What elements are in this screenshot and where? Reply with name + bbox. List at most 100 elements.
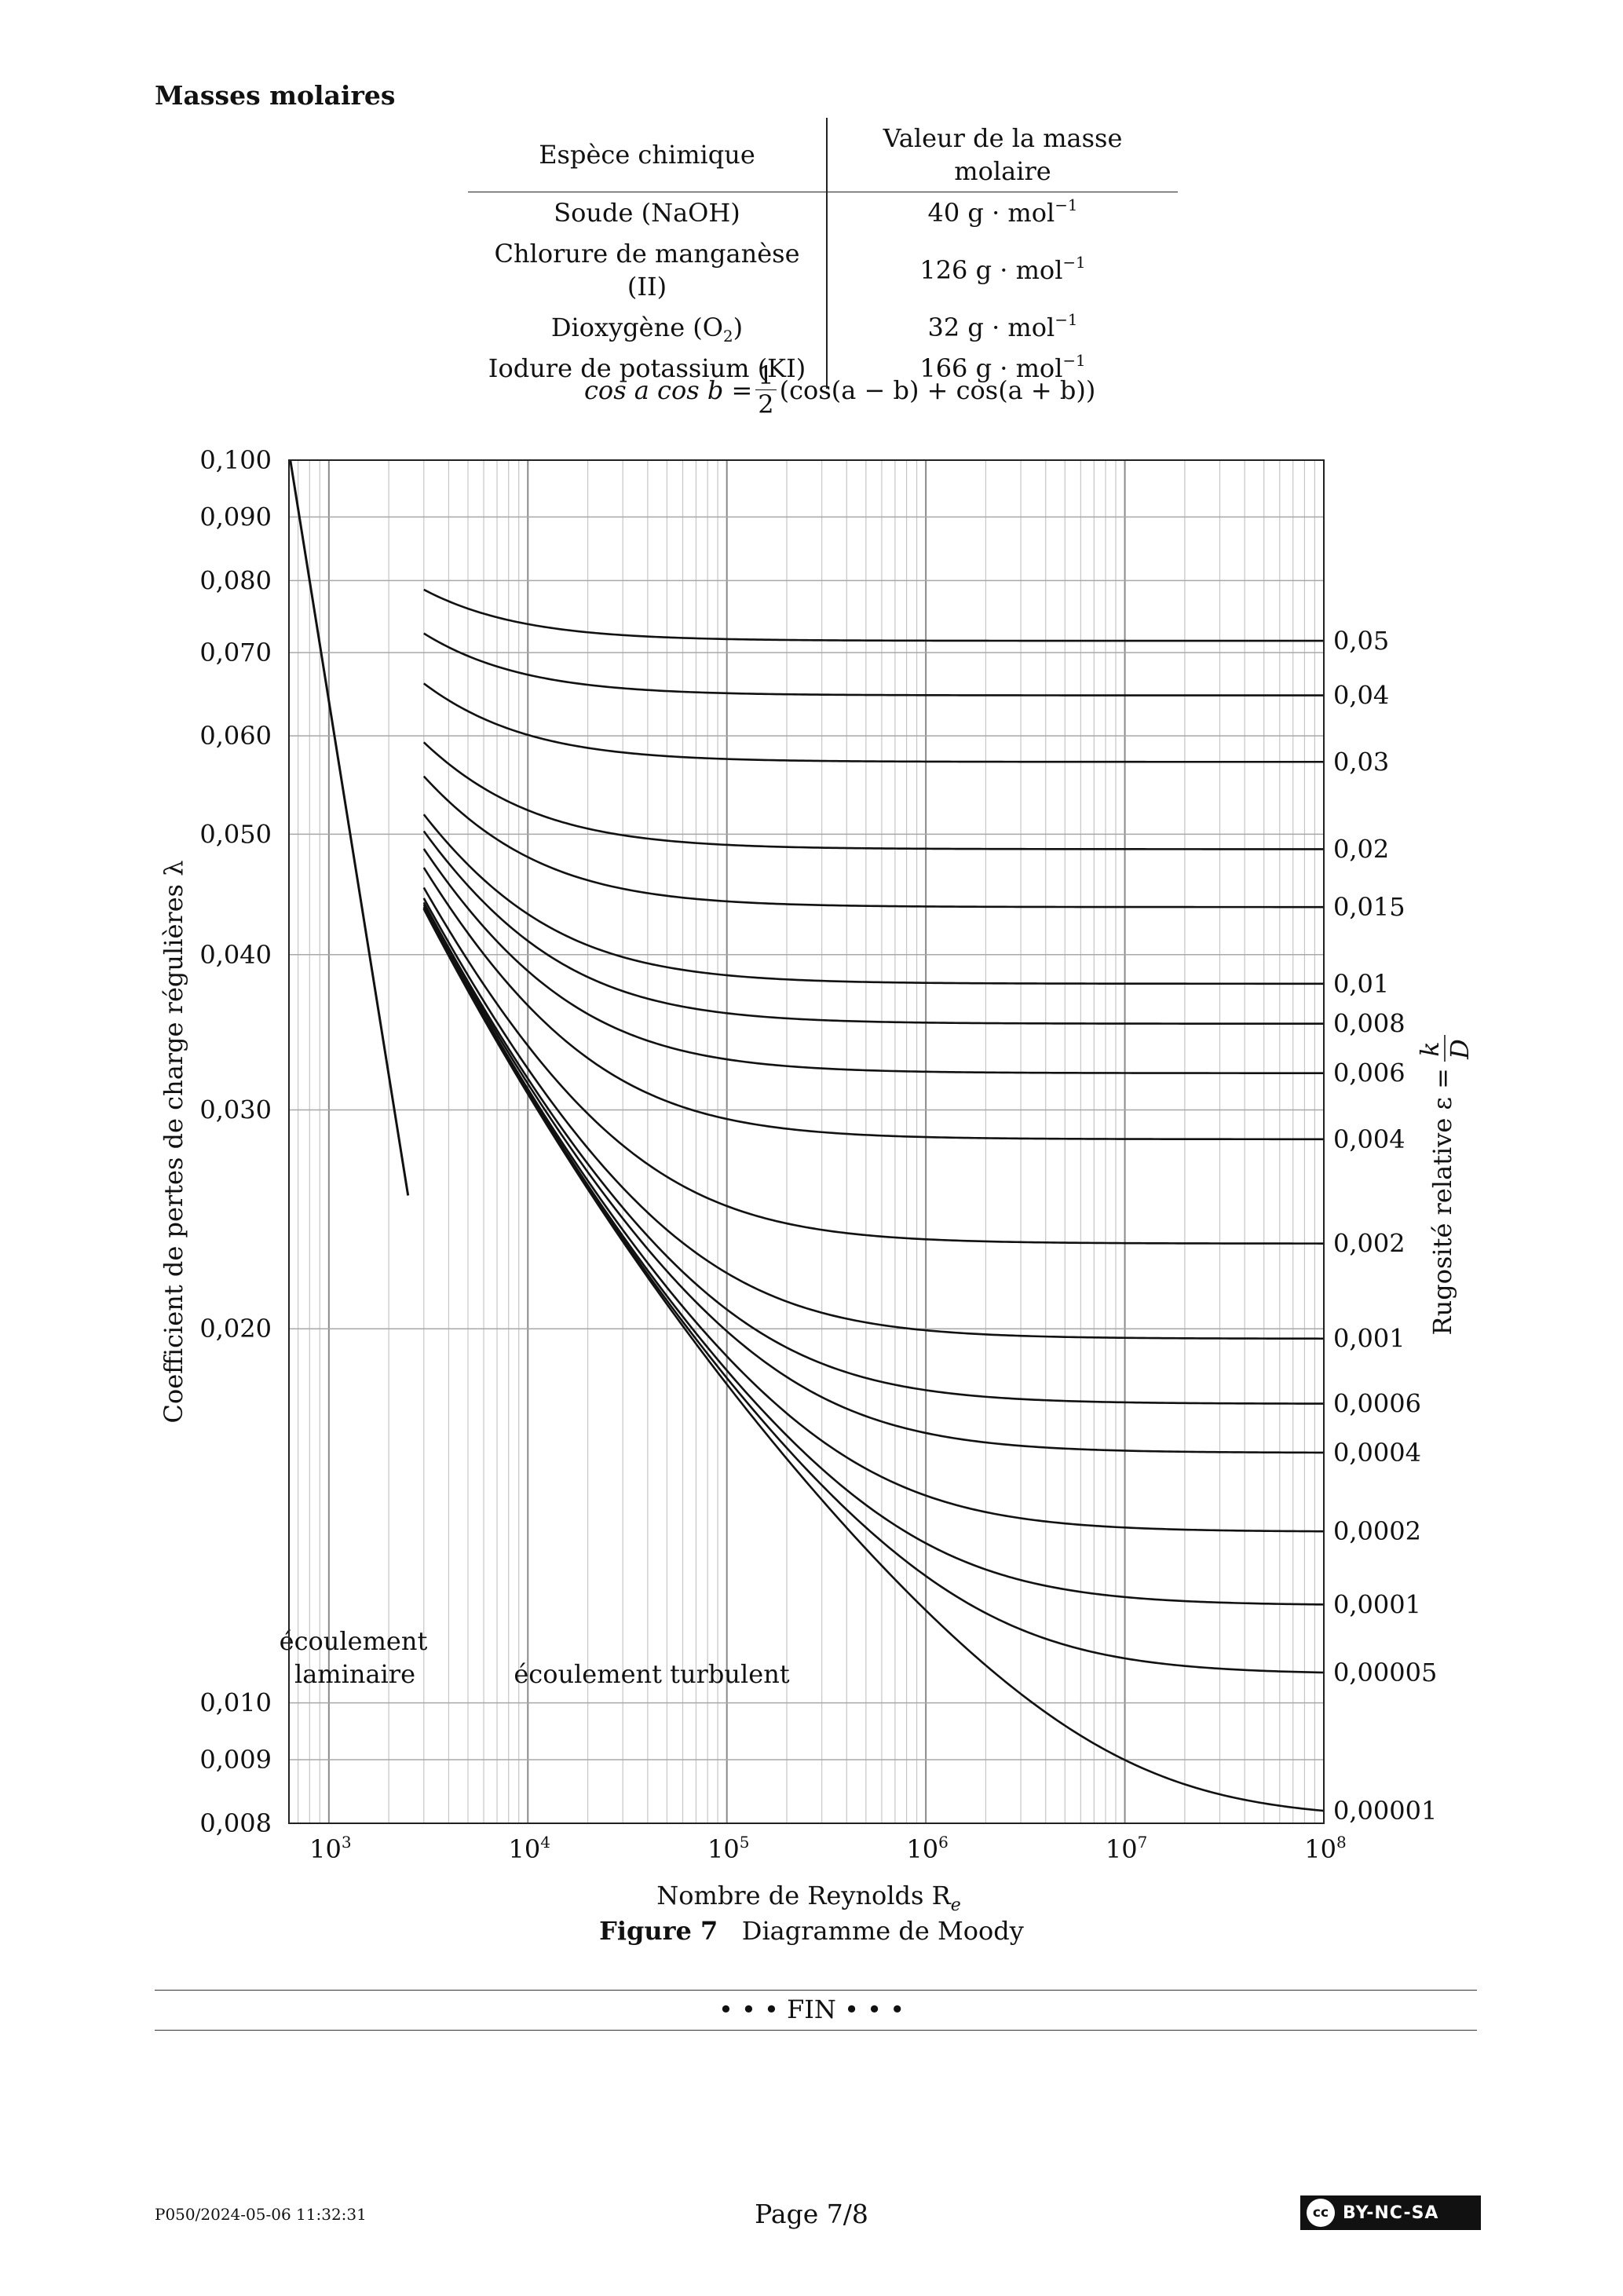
x-tick-label: 104 [509, 1833, 550, 1864]
y-tick-label: 0,050 [199, 819, 272, 849]
molar-mass-table: Espèce chimique Valeur de la masse molai… [468, 118, 1178, 389]
y-tick-label: 0,040 [199, 940, 272, 970]
chart-series [289, 459, 1325, 1812]
roughness-label: 0,008 [1333, 1009, 1406, 1039]
y-tick-label: 0,009 [199, 1745, 272, 1775]
roughness-label: 0,001 [1333, 1324, 1406, 1354]
roughness-label: 0,00005 [1333, 1658, 1437, 1687]
column-header-value: Valeur de la masse molaire [827, 118, 1178, 192]
x-tick-label: 106 [906, 1833, 948, 1864]
trig-formula: cos a cos b = 1 2 (cos(a − b) + cos(a + … [584, 363, 1095, 417]
y-tick-label: 0,020 [199, 1314, 272, 1344]
roughness-label: 0,02 [1333, 834, 1389, 864]
roughness-label: 0,05 [1333, 626, 1389, 656]
divider-bottom [155, 2030, 1477, 2031]
roughness-curve [422, 848, 1324, 1074]
formula-numerator: 1 [755, 363, 777, 390]
right-axis-title-text: Rugosité relative ε = [1427, 1068, 1457, 1335]
y-tick-label: 0,070 [199, 638, 272, 667]
divider-top [155, 1990, 1477, 1991]
roughness-curve [423, 588, 1324, 642]
cc-icon: cc [1307, 2199, 1335, 2227]
formula-denominator: 2 [758, 389, 774, 419]
formula-rhs: (cos(a − b) + cos(a + b)) [779, 375, 1096, 405]
roughness-label: 0,04 [1333, 681, 1389, 711]
laminar-flow-line [289, 459, 410, 1196]
roughness-label: 0,002 [1333, 1229, 1406, 1259]
roughness-label: 0,0006 [1333, 1389, 1421, 1419]
roughness-curve [422, 813, 1324, 985]
roughness-label: 0,006 [1333, 1058, 1406, 1088]
species-cell: Chlorure de manganèse (II) [468, 233, 828, 307]
formula-fraction: 1 2 [755, 363, 777, 419]
table-row: Dioxygène (O2) 32 g · mol−1 [468, 307, 1178, 348]
roughness-curve [422, 904, 1325, 1454]
right-axis-fraction-den: D [1445, 1039, 1475, 1060]
y-tick-label: 0,060 [199, 721, 272, 751]
chart-labels: 0,1000,0900,0800,0700,0600,0500,0400,030… [159, 445, 1475, 1915]
y-axis-title: Coefficient de pertes de charge régulièr… [159, 860, 188, 1423]
x-tick-label: 105 [707, 1833, 749, 1864]
roughness-curve [422, 741, 1324, 850]
roughness-curve [422, 901, 1324, 1405]
document-id: P050/2024-05-06 11:32:31 [155, 2205, 367, 2224]
x-tick-label: 103 [309, 1833, 351, 1864]
roughness-label: 0,03 [1333, 747, 1389, 777]
figure-caption-text: Diagramme de Moody [741, 1916, 1024, 1946]
roughness-label: 0,015 [1333, 892, 1406, 922]
annotation-laminar: écoulement [280, 1626, 428, 1656]
molar-mass-cell: 32 g · mol−1 [927, 311, 1078, 342]
molar-mass-cell: 126 g · mol−1 [919, 254, 1086, 285]
roughness-label: 0,004 [1333, 1124, 1406, 1154]
y-tick-label: 0,090 [199, 502, 272, 532]
figure-caption-label: Figure 7 [599, 1916, 718, 1946]
column-header-species: Espèce chimique [468, 118, 828, 192]
roughness-curve [422, 906, 1325, 1533]
species-cell: Iodure de potassium (KI) [468, 348, 828, 389]
y-tick-label: 0,100 [199, 445, 272, 475]
license-badge: cc BY-NC-SA [1300, 2195, 1481, 2230]
page-number: Page 7/8 [755, 2199, 868, 2229]
roughness-curve [422, 775, 1324, 909]
molar-mass-cell: 166 g · mol−1 [919, 352, 1086, 383]
roughness-label: 0,0002 [1333, 1516, 1421, 1546]
chart-grid [289, 459, 1325, 1824]
species-cell: Dioxygène (O2) [468, 307, 828, 348]
right-axis-fraction-num: k [1415, 1041, 1445, 1056]
roughness-label: 0,0001 [1333, 1589, 1421, 1619]
end-marker: • • • FIN • • • [718, 1994, 905, 2024]
roughness-curve [422, 898, 1324, 1340]
roughness-curve [423, 632, 1324, 696]
figure-caption: Figure 7 Diagramme de Moody [0, 1916, 1623, 1946]
table-row: Soude (NaOH) 40 g · mol−1 [468, 192, 1178, 233]
table-header-row: Espèce chimique Valeur de la masse molai… [468, 118, 1178, 192]
roughness-label: 0,0004 [1333, 1438, 1421, 1468]
annotation-turbulent: écoulement turbulent [514, 1659, 789, 1689]
roughness-label: 0,01 [1333, 969, 1389, 999]
section-title: Masses molaires [155, 80, 396, 111]
roughness-curve [422, 907, 1325, 1606]
license-text: BY-NC-SA [1343, 2203, 1439, 2223]
y-tick-label: 0,008 [199, 1808, 272, 1838]
molar-mass-cell: 40 g · mol−1 [927, 196, 1078, 228]
plot-frame [288, 459, 1325, 1824]
table-row: Iodure de potassium (KI) 166 g · mol−1 [468, 348, 1178, 389]
table-row: Chlorure de manganèse (II) 126 g · mol−1 [468, 233, 1178, 307]
roughness-curve [422, 887, 1324, 1245]
roughness-curve [422, 682, 1324, 763]
x-tick-label: 108 [1304, 1833, 1346, 1864]
roughness-curve [422, 867, 1324, 1141]
roughness-curve [422, 909, 1325, 1812]
roughness-label: 0,00001 [1333, 1796, 1437, 1826]
annotation-laminar: laminaire [294, 1659, 415, 1689]
y-tick-label: 0,030 [199, 1095, 272, 1125]
roughness-curve [422, 830, 1324, 1025]
x-tick-label: 107 [1106, 1833, 1147, 1864]
y-tick-label: 0,010 [199, 1688, 272, 1718]
species-cell: Soude (NaOH) [468, 192, 828, 233]
y-tick-label: 0,080 [199, 565, 272, 595]
x-axis-title: Nombre de Reynolds Re [656, 1881, 961, 1915]
formula-lhs: cos a cos b = [584, 375, 753, 405]
